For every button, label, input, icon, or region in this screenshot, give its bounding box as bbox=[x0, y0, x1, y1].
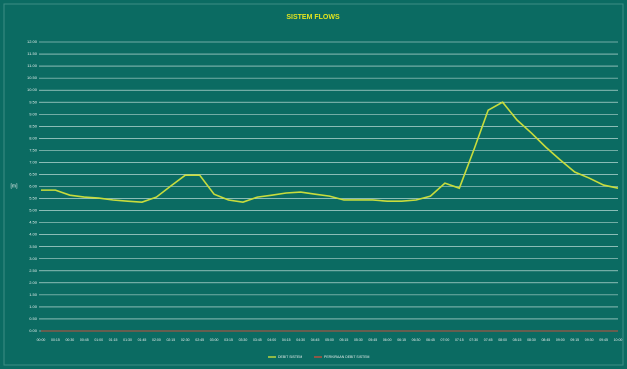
y-tick-label: 8.00 bbox=[29, 135, 38, 140]
x-tick-label: 03:00 bbox=[210, 338, 219, 342]
x-tick-label: 02:00 bbox=[152, 338, 161, 342]
x-tick-label: 08:45 bbox=[541, 338, 550, 342]
y-tick-label: 4.00 bbox=[29, 232, 38, 237]
x-tick-label: 09:15 bbox=[570, 338, 579, 342]
y-tick-label: 2.50 bbox=[29, 268, 38, 273]
y-tick-label: 6.50 bbox=[29, 172, 38, 177]
x-tick-label: 06:30 bbox=[412, 338, 421, 342]
y-tick-label: 7.00 bbox=[29, 159, 38, 164]
x-tick-label: 06:15 bbox=[397, 338, 406, 342]
x-tick-label: 00:00 bbox=[37, 338, 46, 342]
x-tick-label: 00:45 bbox=[80, 338, 89, 342]
y-tick-label: 8.50 bbox=[29, 123, 38, 128]
x-tick-label: 09:45 bbox=[599, 338, 608, 342]
x-tick-label: 01:45 bbox=[138, 338, 147, 342]
x-tick-label: 00:30 bbox=[65, 338, 74, 342]
x-tick-label: 03:45 bbox=[253, 338, 262, 342]
y-tick-label: 11.50 bbox=[27, 51, 37, 56]
x-tick-label: 02:45 bbox=[195, 338, 204, 342]
x-tick-label: 08:00 bbox=[498, 338, 507, 342]
y-tick-label: 1.50 bbox=[29, 292, 38, 297]
x-tick-label: 00:15 bbox=[51, 338, 60, 342]
x-tick-label: 08:15 bbox=[513, 338, 522, 342]
x-tick-label: 10:00 bbox=[614, 338, 623, 342]
x-tick-label: 04:45 bbox=[311, 338, 320, 342]
y-tick-label: 3.00 bbox=[29, 256, 38, 261]
y-tick-label: 3.50 bbox=[29, 244, 38, 249]
y-tick-label: 9.50 bbox=[29, 99, 38, 104]
y-tick-label: 1.00 bbox=[29, 304, 38, 309]
x-tick-label: 08:30 bbox=[527, 338, 536, 342]
x-tick-label: 07:30 bbox=[469, 338, 478, 342]
series-line bbox=[41, 101, 619, 203]
x-tick-label: 03:15 bbox=[224, 338, 233, 342]
x-tick-label: 02:15 bbox=[166, 338, 175, 342]
x-tick-label: 05:00 bbox=[325, 338, 334, 342]
y-tick-label: 10.00 bbox=[27, 87, 38, 92]
y-tick-label: 6.00 bbox=[29, 184, 38, 189]
y-tick-label: 4.50 bbox=[29, 220, 38, 225]
legend-label: PERKIRAAN DEBIT SISTEM bbox=[324, 355, 370, 359]
x-tick-label: 02:30 bbox=[181, 338, 190, 342]
x-tick-label: 07:45 bbox=[484, 338, 493, 342]
y-axis-label: [m] bbox=[11, 183, 19, 189]
x-tick-label: 01:30 bbox=[123, 338, 132, 342]
x-tick-label: 07:15 bbox=[455, 338, 464, 342]
x-tick-label: 03:30 bbox=[239, 338, 248, 342]
x-tick-label: 01:00 bbox=[94, 338, 103, 342]
x-tick-label: 09:30 bbox=[585, 338, 594, 342]
y-tick-label: 0.00 bbox=[29, 328, 38, 333]
y-tick-label: 9.00 bbox=[29, 111, 38, 116]
x-tick-label: 04:00 bbox=[267, 338, 276, 342]
chart-frame bbox=[3, 3, 624, 366]
legend-label: DEBIT SISTEM bbox=[278, 355, 302, 359]
y-tick-label: 0.50 bbox=[29, 316, 38, 321]
y-tick-label: 7.50 bbox=[29, 147, 38, 152]
x-tick-label: 05:15 bbox=[340, 338, 349, 342]
x-tick-label: 04:15 bbox=[282, 338, 291, 342]
x-tick-label: 06:45 bbox=[426, 338, 435, 342]
x-tick-label: 05:45 bbox=[368, 338, 377, 342]
y-tick-label: 11.00 bbox=[27, 63, 37, 68]
x-tick-label: 07:00 bbox=[441, 338, 450, 342]
y-tick-label: 2.00 bbox=[29, 280, 38, 285]
x-tick-label: 05:30 bbox=[354, 338, 363, 342]
y-tick-label: 10.50 bbox=[27, 75, 38, 80]
x-tick-label: 04:30 bbox=[296, 338, 305, 342]
y-tick-label: 12.00 bbox=[27, 39, 38, 44]
x-tick-label: 09:00 bbox=[556, 338, 565, 342]
y-tick-label: 5.00 bbox=[29, 208, 38, 213]
x-tick-label: 01:15 bbox=[109, 338, 118, 342]
chart-title: SISTEM FLOWS bbox=[286, 14, 340, 21]
y-tick-label: 5.50 bbox=[29, 196, 38, 201]
x-tick-label: 06:00 bbox=[383, 338, 392, 342]
